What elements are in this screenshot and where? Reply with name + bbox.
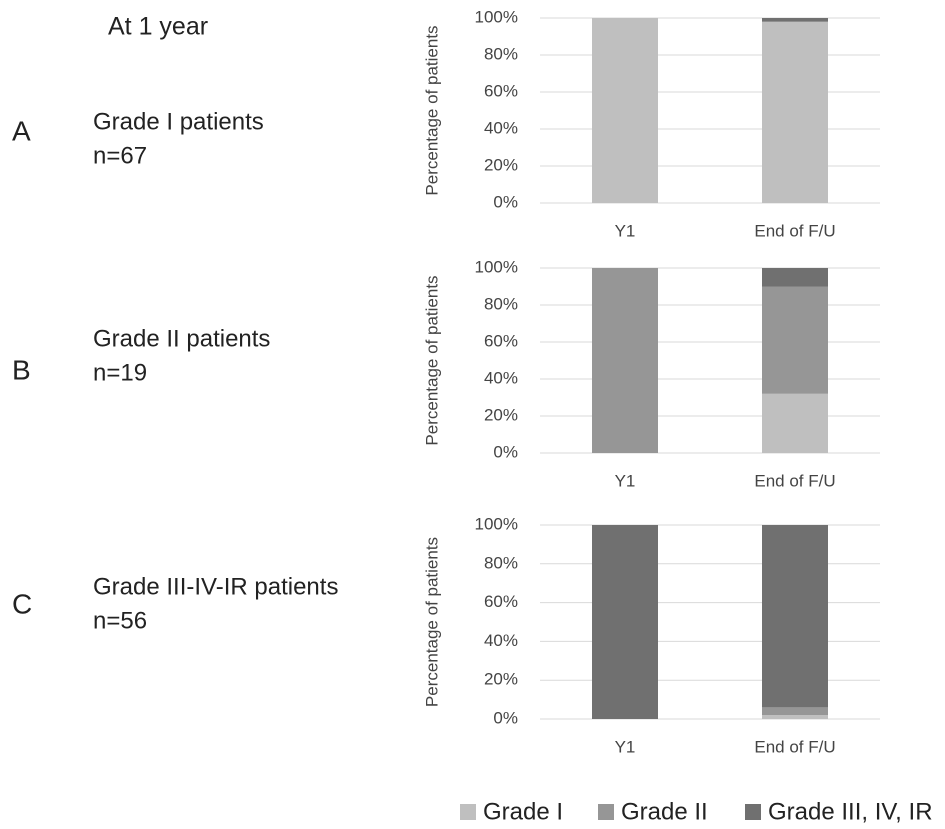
legend-label: Grade II <box>621 798 708 825</box>
y-tick-label: 20% <box>484 405 518 424</box>
x-tick-label: Y1 <box>615 221 636 240</box>
y-axis-label: Percentage of patients <box>422 25 441 195</box>
y-tick-label: 0% <box>493 708 518 727</box>
y-tick-label: 40% <box>484 118 518 137</box>
y-tick-label: 40% <box>484 368 518 387</box>
y-tick-label: 20% <box>484 670 518 689</box>
y-tick-label: 0% <box>493 192 518 211</box>
y-tick-label: 100% <box>475 257 518 276</box>
bar-segment <box>762 715 828 719</box>
y-tick-label: 100% <box>475 514 518 533</box>
y-tick-label: 20% <box>484 155 518 174</box>
bar-segment <box>762 525 828 708</box>
group-label: Grade III-IV-IR patients <box>93 573 338 600</box>
bar-segment <box>592 525 658 719</box>
x-tick-label: End of F/U <box>754 471 835 490</box>
bar-segment <box>592 18 658 203</box>
group-n: n=19 <box>93 359 147 386</box>
panel-letter: A <box>12 115 31 146</box>
x-tick-label: Y1 <box>615 471 636 490</box>
legend-label: Grade III, IV, IR <box>768 798 933 825</box>
bar-segment <box>592 268 658 453</box>
bar-segment <box>762 286 828 394</box>
y-axis-label: Percentage of patients <box>422 275 441 445</box>
bar-segment <box>762 707 828 716</box>
heading: At 1 year <box>108 13 208 41</box>
bar-segment <box>762 18 828 22</box>
legend-swatch <box>598 804 614 820</box>
y-tick-label: 100% <box>475 7 518 26</box>
x-tick-label: Y1 <box>615 737 636 756</box>
y-tick-label: 40% <box>484 631 518 650</box>
x-tick-label: End of F/U <box>754 737 835 756</box>
y-axis-label: Percentage of patients <box>422 537 441 707</box>
group-n: n=56 <box>93 607 147 634</box>
y-tick-label: 80% <box>484 294 518 313</box>
y-tick-label: 80% <box>484 44 518 63</box>
group-n: n=67 <box>93 142 147 169</box>
legend-swatch <box>745 804 761 820</box>
y-tick-label: 60% <box>484 81 518 100</box>
panel-letter: C <box>12 588 32 619</box>
group-label: Grade I patients <box>93 108 264 135</box>
y-tick-label: 80% <box>484 553 518 572</box>
bar-segment <box>762 21 828 204</box>
legend-swatch <box>460 804 476 820</box>
x-tick-label: End of F/U <box>754 221 835 240</box>
y-tick-label: 60% <box>484 331 518 350</box>
bar-segment <box>762 393 828 453</box>
group-label: Grade II patients <box>93 325 270 352</box>
y-tick-label: 0% <box>493 442 518 461</box>
bar-segment <box>762 268 828 287</box>
legend-label: Grade I <box>483 798 563 825</box>
y-tick-label: 60% <box>484 592 518 611</box>
panel-letter: B <box>12 354 31 385</box>
